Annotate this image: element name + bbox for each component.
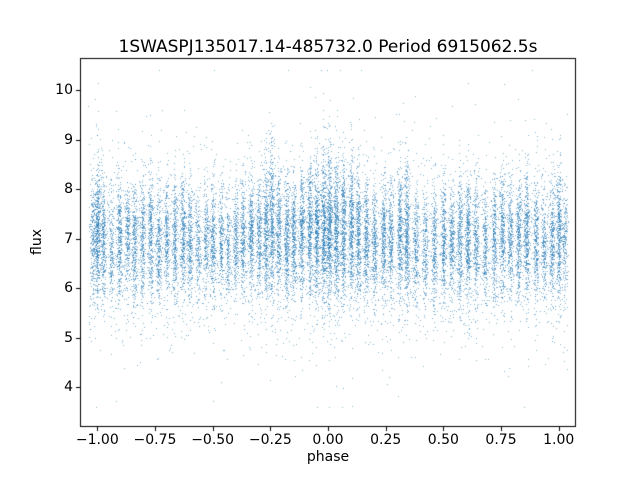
x-tick-label: 0.50 (427, 432, 459, 448)
x-tick-label: 1.00 (543, 432, 575, 448)
y-tick-label: 7 (64, 230, 73, 247)
y-tick-label: 10 (55, 82, 73, 99)
y-tick-label: 9 (64, 131, 73, 148)
x-tick-label: −0.75 (133, 432, 177, 448)
x-tick-label: −1.00 (75, 432, 119, 448)
x-tick-label: 0.00 (312, 432, 344, 448)
y-tick-label: 5 (64, 329, 73, 346)
y-tick-label: 6 (64, 280, 73, 297)
x-tick-label: −0.25 (248, 432, 292, 448)
x-axis-label: phase (306, 449, 350, 465)
chart-title: 1SWASPJ135017.14-485732.0 Period 6915062… (118, 37, 538, 57)
x-tick-label: −0.50 (191, 432, 235, 448)
x-tick-label: 0.75 (485, 432, 517, 448)
x-tick-label: 0.25 (370, 432, 402, 448)
y-tick-label: 8 (64, 181, 73, 198)
y-tick-label: 4 (64, 379, 73, 396)
